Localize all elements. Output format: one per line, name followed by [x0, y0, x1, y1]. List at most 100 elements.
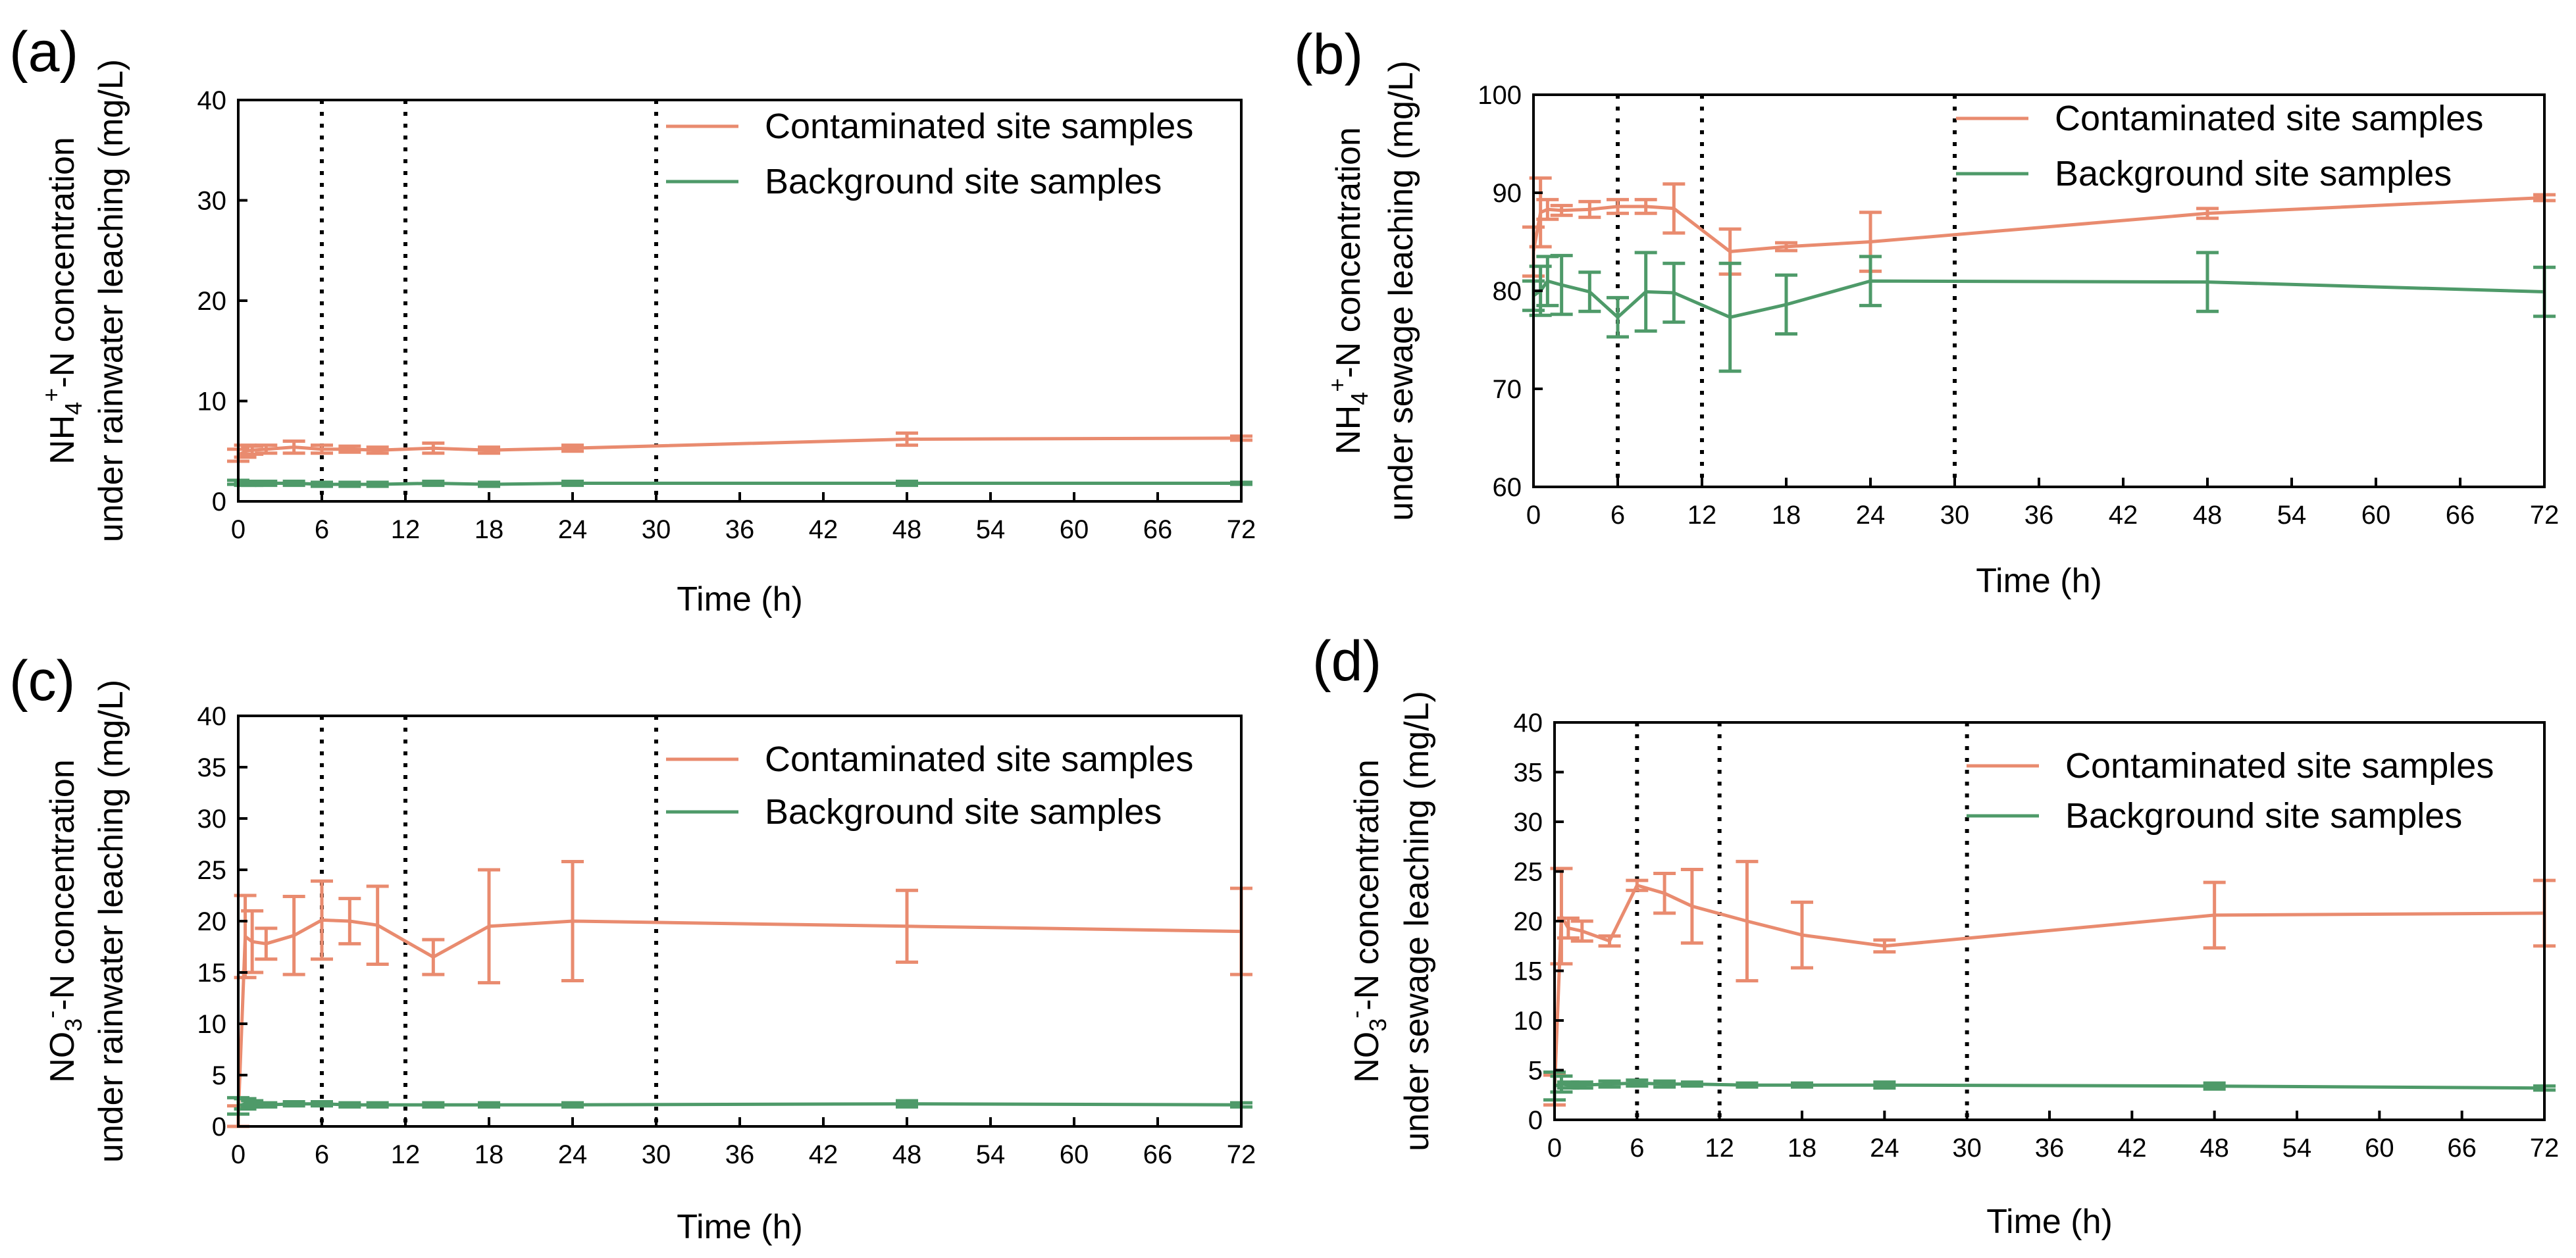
y-axis-label-superscript: + — [1324, 378, 1351, 392]
background-error-bar — [1718, 261, 1741, 373]
background-error-bar — [1598, 1079, 1621, 1089]
background-error-bar — [1775, 273, 1797, 336]
x-tick-label: 48 — [892, 515, 922, 544]
contaminated-error-bar — [1634, 197, 1657, 215]
background-error-bar — [1736, 1081, 1759, 1089]
x-axis-label: Time (h) — [1976, 562, 2102, 600]
contaminated-error-bar — [1736, 859, 1759, 983]
y-tick-label: 30 — [1514, 808, 1543, 837]
y-axis-label-main: NH — [1329, 405, 1368, 455]
x-tick-label: 24 — [1856, 501, 1886, 530]
contaminated-error-bar — [282, 440, 305, 455]
x-tick-label: 6 — [315, 515, 329, 544]
background-error-bar — [896, 480, 918, 488]
x-tick-label: 6 — [315, 1140, 329, 1169]
y-axis-label-subscript: 4 — [60, 402, 87, 415]
x-tick-label: 60 — [2361, 501, 2391, 530]
background-error-bar — [338, 480, 361, 488]
x-tick-label: 36 — [2024, 501, 2054, 530]
x-tick-label: 48 — [892, 1140, 922, 1169]
x-tick-label: 24 — [558, 515, 588, 544]
background-error-bar — [1578, 270, 1601, 313]
background-error-bar — [282, 1100, 305, 1108]
background-error-bar — [478, 1101, 500, 1109]
x-tick-label: 36 — [725, 515, 755, 544]
y-tick-label: 100 — [1478, 81, 1522, 110]
x-tick-label: 60 — [2365, 1134, 2394, 1163]
contaminated-legend-label: Contaminated site samples — [765, 740, 1193, 779]
x-tick-label: 18 — [475, 1140, 504, 1169]
contaminated-series-line — [1532, 195, 2545, 253]
x-tick-label: 72 — [2530, 1134, 2560, 1163]
contaminated-error-bar — [1662, 182, 1686, 235]
y-tick-label: 30 — [197, 805, 227, 834]
contaminated-legend-label: Contaminated site samples — [765, 107, 1193, 146]
y-tick-label: 0 — [1528, 1106, 1543, 1135]
background-error-bar — [255, 480, 278, 488]
x-tick-label: 0 — [231, 515, 245, 544]
background-error-bar — [1680, 1080, 1703, 1088]
x-axis-label: Time (h) — [677, 1208, 803, 1246]
contaminated-error-bar — [282, 895, 305, 976]
background-error-bar — [2203, 1081, 2226, 1091]
contaminated-error-bar — [311, 443, 333, 455]
y-axis-label-rest: -N concentration — [43, 137, 82, 388]
y-tick-label: 40 — [1514, 709, 1543, 738]
y-axis-label-line2: under sewage leaching (mg/L) — [1398, 691, 1436, 1151]
y-axis-label-line1: NH4+-N concentration — [1324, 127, 1373, 455]
background-error-bar — [1550, 253, 1573, 316]
contaminated-error-bar — [1653, 872, 1676, 915]
x-tick-label: 66 — [1143, 515, 1173, 544]
x-tick-label: 60 — [1060, 1140, 1089, 1169]
contaminated-legend-label: Contaminated site samples — [2055, 99, 2483, 138]
x-tick-label: 72 — [1227, 515, 1256, 544]
y-axis-label-rest: -N concentration — [1329, 127, 1368, 378]
panel-d: (d) 0 6 12 18 24 30 36 42 48 54 60 66 72 0 5 10 15 20 25 30 3… — [1312, 630, 2559, 1241]
y-axis-label-line1: NH4+-N concentration — [38, 137, 87, 465]
contaminated-error-bar — [1607, 197, 1629, 215]
contaminated-error-bar — [422, 441, 445, 455]
x-tick-label: 0 — [1547, 1134, 1562, 1163]
y-tick-label: 60 — [1493, 473, 1522, 502]
x-tick-label: 24 — [1870, 1134, 1899, 1163]
x-tick-label: 12 — [391, 515, 421, 544]
background-legend-label: Background site samples — [2055, 154, 2452, 193]
y-axis-label-main: NO — [1348, 1032, 1386, 1083]
background-error-bar — [1653, 1079, 1676, 1089]
x-tick-label: 30 — [642, 1140, 671, 1169]
x-tick-label: 30 — [1952, 1134, 1982, 1163]
x-tick-label: 24 — [558, 1140, 588, 1169]
background-error-bar — [1634, 251, 1657, 333]
y-axis-label-rest: -N concentration — [43, 759, 82, 1011]
x-tick-label: 66 — [2447, 1134, 2477, 1163]
background-error-bar — [896, 1099, 918, 1109]
y-tick-label: 15 — [1514, 957, 1543, 986]
contaminated-error-bar — [1598, 934, 1621, 948]
background-error-bar — [255, 1101, 278, 1109]
x-tick-label: 42 — [2117, 1134, 2147, 1163]
x-tick-label: 36 — [2035, 1134, 2065, 1163]
background-error-bar — [1626, 1078, 1649, 1088]
y-axis-label-superscript: + — [38, 388, 64, 402]
contaminated-error-bar — [478, 445, 500, 455]
contaminated-error-bar — [255, 926, 278, 961]
y-axis-label-line1: NO3--N concentration — [1342, 759, 1391, 1083]
panel-label: (b) — [1294, 23, 1363, 86]
contaminated-error-bar — [1680, 867, 1703, 945]
contaminated-error-bar — [338, 897, 361, 945]
y-axis-label-rest: -N concentration — [1348, 759, 1386, 1011]
y-tick-label: 20 — [197, 287, 227, 316]
background-error-bar — [422, 480, 445, 488]
panel-label: (a) — [9, 20, 78, 84]
x-axis-label: Time (h) — [677, 580, 803, 618]
y-tick-label: 40 — [197, 702, 227, 731]
contaminated-error-bar — [561, 860, 584, 982]
background-error-bar — [366, 480, 389, 488]
contaminated-error-bar — [896, 888, 918, 964]
y-tick-label: 0 — [212, 1113, 226, 1142]
contaminated-error-bar — [255, 443, 278, 455]
x-tick-label: 54 — [976, 1140, 1006, 1169]
background-error-bar — [1662, 261, 1686, 324]
x-tick-label: 66 — [1143, 1140, 1173, 1169]
contaminated-series-line — [1553, 884, 2545, 1090]
